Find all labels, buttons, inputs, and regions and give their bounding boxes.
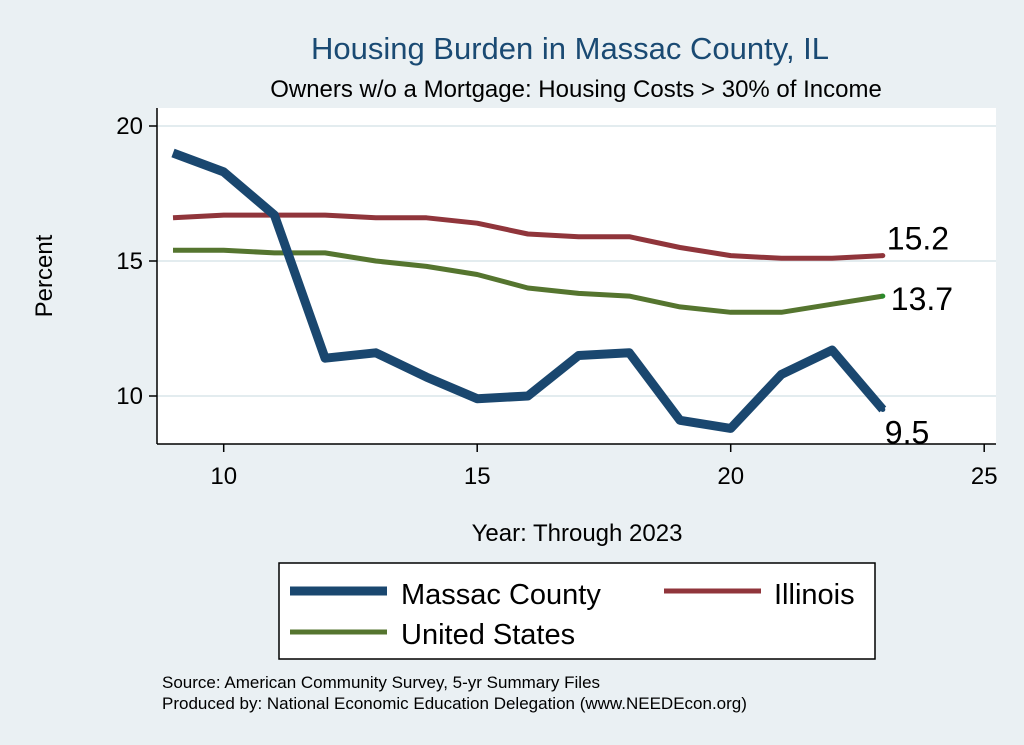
legend-label: Massac County xyxy=(401,579,601,611)
series-lines xyxy=(171,148,887,433)
source-note: Source: American Community Survey, 5-yr … xyxy=(162,673,600,692)
end-marker xyxy=(880,407,886,412)
x-tick-label: 10 xyxy=(210,463,237,490)
producer-note: Produced by: National Economic Education… xyxy=(162,694,747,713)
chart-title: Housing Burden in Massac County, IL xyxy=(311,31,829,66)
end-marker xyxy=(880,253,886,259)
series-line-massac-county xyxy=(171,148,887,433)
y-tick-label: 10 xyxy=(116,383,143,410)
legend-label: United States xyxy=(401,619,575,651)
end-label: 15.2 xyxy=(887,221,949,257)
x-axis-label: Year: Through 2023 xyxy=(472,520,683,547)
legend: Massac County Illinois United States xyxy=(278,562,876,660)
end-label: 13.7 xyxy=(891,281,953,317)
chart-subtitle: Owners w/o a Mortgage: Housing Costs > 3… xyxy=(270,76,882,103)
y-tick-label: 20 xyxy=(116,113,143,140)
x-tick-label: 25 xyxy=(971,463,998,490)
y-tick-label: 15 xyxy=(116,248,143,275)
legend-label: Illinois xyxy=(774,579,855,611)
gridlines xyxy=(157,125,996,397)
end-labels: 9.5 15.2 13.7 xyxy=(880,221,953,451)
x-ticks: 10 15 20 25 xyxy=(210,444,998,490)
axes xyxy=(156,108,996,445)
x-tick-label: 15 xyxy=(464,463,491,490)
y-ticks: 10 15 20 xyxy=(116,113,157,410)
end-marker xyxy=(880,293,886,299)
legend-box xyxy=(278,562,876,660)
x-tick-label: 20 xyxy=(717,463,744,490)
series-line-illinois xyxy=(172,212,883,261)
y-axis-label: Percent xyxy=(31,234,58,317)
end-label: 9.5 xyxy=(885,415,929,451)
